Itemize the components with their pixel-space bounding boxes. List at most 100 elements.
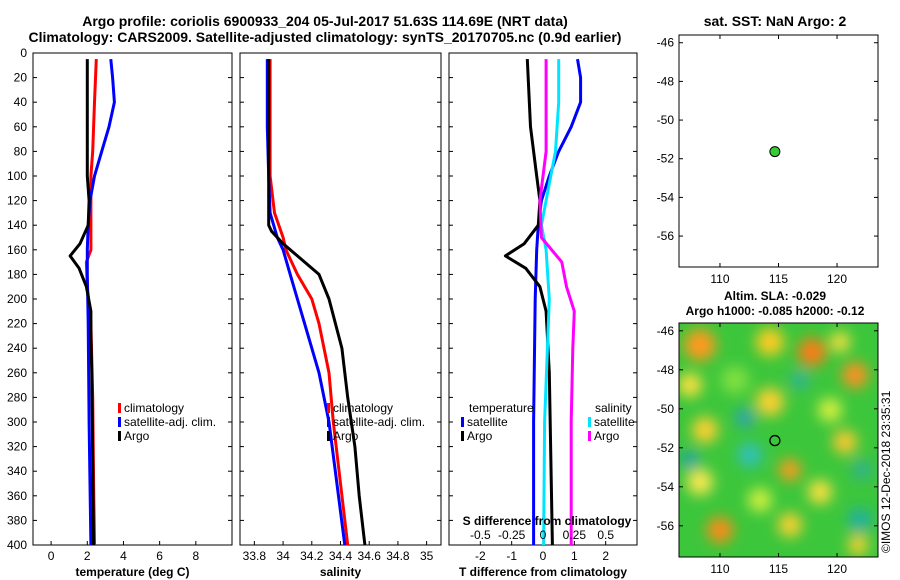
temperature-ytick-label: 100 — [7, 169, 27, 183]
legend-swatch-0 — [461, 417, 464, 427]
sla-blob — [791, 371, 809, 389]
salinity-series-argo — [267, 59, 367, 546]
temperature-ytick-label: 220 — [7, 317, 27, 331]
salinity-xtick-label: 34 — [276, 549, 290, 563]
difference-xtick-label: 2 — [602, 549, 609, 563]
sla-blob — [852, 460, 872, 480]
legend-swatch-0 — [118, 403, 121, 413]
legend-swatch-1 — [327, 417, 330, 427]
temperature-ytick-label: 20 — [14, 71, 28, 85]
difference-legend-salinity-title: salinity — [595, 401, 632, 415]
legend-swatch-2 — [118, 431, 121, 441]
sst_map-xtick-label: 120 — [827, 272, 847, 286]
difference-panel: -2 -1 0 1 2 T difference from climatology -0.5… — [448, 52, 638, 579]
legend-label: satellite — [467, 415, 508, 429]
temperature-ytick-label: 340 — [7, 464, 27, 478]
sla-blob — [756, 388, 784, 416]
sla-blob — [830, 332, 850, 352]
sla_map-ytick-label: -52 — [657, 441, 675, 455]
difference-legend-temperature-title: temperature — [469, 401, 534, 415]
imos-watermark: ©IMOS 12-Dec-2018 23:35:31 — [879, 390, 893, 553]
difference-top-tick-label: 0.5 — [597, 528, 614, 542]
temperature-ytick-label: 260 — [7, 366, 27, 380]
sla-blob — [684, 329, 716, 361]
sla-blobs — [679, 328, 872, 555]
sst_map-xtick-label: 115 — [769, 272, 788, 286]
temperature-ytick-label: 380 — [7, 513, 27, 527]
argo-location-marker — [769, 434, 781, 447]
sla-blob — [736, 409, 754, 427]
temperature-ytick-label: 400 — [7, 538, 27, 552]
legend-swatch-1 — [461, 431, 464, 441]
temperature-ytick-label: 320 — [7, 440, 27, 454]
temperature-ytick-label: 80 — [14, 144, 28, 158]
salinity-xtick-label: 35 — [420, 549, 434, 563]
salinity-panel: 33.8 34 34.2 34.4 34.6 34.8 35 salinity climatol… — [239, 52, 442, 579]
sla-blob — [692, 417, 718, 443]
temperature-xlabel: temperature (deg C) — [75, 565, 189, 579]
difference-xtick-label: 1 — [571, 549, 578, 563]
sla-blob — [748, 488, 772, 512]
legend-swatch-0 — [327, 403, 330, 413]
sla-blob — [707, 517, 733, 543]
legend-label: climatology — [124, 401, 184, 415]
temperature-ytick-label: 180 — [7, 267, 27, 281]
legend-swatch-0 — [588, 417, 591, 427]
legend-label: Argo — [333, 429, 359, 443]
temperature-ytick-label: 360 — [7, 489, 27, 503]
salinity-series-satellite-adj--clim- — [265, 59, 347, 546]
sla_map-xtick-label: 120 — [827, 562, 847, 576]
sla-blob — [756, 328, 784, 356]
sla-blob — [848, 508, 872, 532]
temperature-ytick-label: 200 — [7, 292, 27, 306]
salinity-xtick-label: 33.8 — [243, 549, 267, 563]
difference-top-xlabel: S difference from climatology — [463, 514, 632, 528]
difference-xtick-label: 0 — [540, 549, 547, 563]
difference-xtick-label: -1 — [506, 549, 517, 563]
sst-map-title: sat. SST: NaN Argo: 2 — [704, 13, 847, 29]
sst_map-ytick-label: -56 — [657, 229, 675, 243]
sla-blob — [679, 373, 702, 397]
temperature-ytick-label: 0 — [20, 46, 27, 60]
salinity-xtick-label: 34.8 — [386, 549, 410, 563]
sla-blob — [842, 362, 868, 388]
temperature-xtick-label: 4 — [120, 549, 127, 563]
sla-heatmap — [679, 323, 878, 557]
sla_map-xtick-label: 110 — [710, 562, 729, 576]
temperature-frame — [32, 52, 233, 546]
legend-label: Argo — [124, 429, 150, 443]
sla-blob — [738, 443, 762, 467]
sla-blob — [681, 451, 699, 469]
temperature-xtick-label: 8 — [192, 549, 199, 563]
sla_map-ytick-label: -46 — [657, 324, 675, 338]
sst_map-ytick-label: -50 — [657, 113, 675, 127]
sla_map-xtick-label: 115 — [769, 562, 788, 576]
title-line1: Argo profile: coriolis 6900933_204 05-Ju… — [82, 13, 568, 29]
legend-label: satellite-adj. clim. — [124, 415, 216, 429]
sla-blob — [818, 398, 842, 422]
temperature-ytick-label: 160 — [7, 243, 27, 257]
temperature-ytick-label: 240 — [7, 341, 27, 355]
temperature-ytick-label: 300 — [7, 415, 27, 429]
temperature-series-argo — [68, 59, 96, 546]
argo-location-marker — [769, 146, 781, 158]
sla_map-ytick-label: -48 — [657, 363, 675, 377]
legend-swatch-2 — [327, 431, 330, 441]
legend-label: Argo — [467, 429, 493, 443]
temperature-ytick-label: 60 — [14, 120, 28, 134]
temperature-ytick-label: 280 — [7, 390, 27, 404]
sla-blob — [778, 513, 802, 537]
sla-map-panel: -46 -48 -50 -52 -54 -56 110 115 120 — [657, 322, 879, 576]
legend-label: Argo — [594, 429, 620, 443]
difference-xtick-label: -2 — [475, 549, 486, 563]
difference-top-tick-label: -0.25 — [498, 528, 526, 542]
legend-label: satellite-adj. clim. — [333, 415, 425, 429]
temperature-ytick-label: 40 — [14, 95, 28, 109]
sla-map-title-2: Argo h1000: -0.085 h2000: -0.12 — [686, 304, 865, 318]
difference-series-temperature-satellite — [532, 58, 583, 545]
temperature-xtick-label: 2 — [84, 549, 91, 563]
sst-map-panel: -46 -48 -50 -52 -54 -56 110 115 120 — [657, 34, 879, 286]
salinity-xtick-label: 34.2 — [300, 549, 324, 563]
difference-series-salinity-argo — [538, 59, 576, 545]
